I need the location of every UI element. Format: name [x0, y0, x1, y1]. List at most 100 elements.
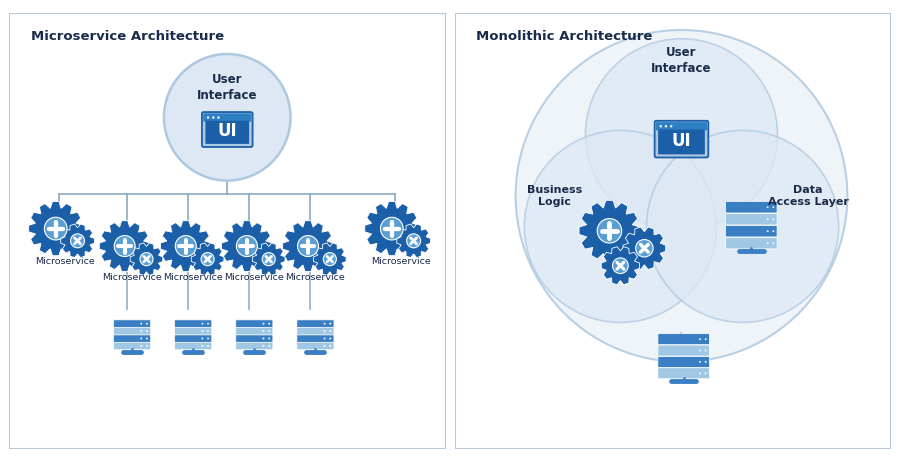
- Circle shape: [207, 330, 209, 332]
- FancyBboxPatch shape: [113, 327, 150, 335]
- Circle shape: [140, 338, 142, 340]
- Polygon shape: [29, 202, 83, 255]
- Circle shape: [207, 116, 210, 119]
- FancyBboxPatch shape: [658, 129, 705, 154]
- Circle shape: [324, 330, 326, 332]
- Text: User
Interface: User Interface: [652, 46, 712, 75]
- Circle shape: [44, 217, 68, 240]
- Text: User
Interface: User Interface: [197, 73, 257, 102]
- FancyBboxPatch shape: [175, 320, 211, 328]
- Text: UI: UI: [671, 132, 691, 150]
- FancyBboxPatch shape: [236, 342, 273, 350]
- FancyBboxPatch shape: [297, 335, 334, 342]
- Text: Microservice Architecture: Microservice Architecture: [31, 30, 224, 43]
- Circle shape: [164, 54, 291, 181]
- Text: Microservice: Microservice: [372, 257, 431, 266]
- Circle shape: [381, 217, 403, 240]
- Polygon shape: [252, 243, 285, 276]
- Circle shape: [146, 323, 148, 324]
- FancyBboxPatch shape: [658, 368, 709, 379]
- Circle shape: [268, 330, 270, 332]
- Circle shape: [202, 330, 203, 332]
- FancyBboxPatch shape: [658, 334, 709, 345]
- Circle shape: [268, 345, 270, 347]
- Text: UI: UI: [218, 122, 237, 140]
- Circle shape: [202, 323, 203, 324]
- Circle shape: [207, 345, 209, 347]
- Polygon shape: [221, 221, 273, 271]
- Polygon shape: [283, 221, 333, 271]
- Circle shape: [202, 338, 203, 340]
- FancyBboxPatch shape: [658, 345, 709, 356]
- Circle shape: [329, 338, 331, 340]
- FancyBboxPatch shape: [175, 342, 211, 350]
- Circle shape: [407, 234, 420, 248]
- Circle shape: [201, 253, 214, 266]
- Circle shape: [237, 236, 257, 256]
- FancyBboxPatch shape: [654, 121, 708, 158]
- FancyBboxPatch shape: [203, 113, 251, 122]
- FancyBboxPatch shape: [656, 122, 707, 130]
- Circle shape: [146, 330, 148, 332]
- FancyBboxPatch shape: [725, 238, 777, 249]
- FancyBboxPatch shape: [113, 342, 150, 350]
- Circle shape: [140, 330, 142, 332]
- Circle shape: [146, 345, 148, 347]
- FancyBboxPatch shape: [113, 335, 150, 342]
- Circle shape: [699, 361, 701, 363]
- Circle shape: [324, 338, 326, 340]
- Circle shape: [324, 345, 326, 347]
- Circle shape: [772, 242, 774, 244]
- FancyBboxPatch shape: [297, 327, 334, 335]
- Polygon shape: [160, 221, 212, 271]
- Circle shape: [207, 323, 209, 324]
- Polygon shape: [579, 200, 640, 261]
- Polygon shape: [99, 221, 150, 271]
- Text: Monolithic Architecture: Monolithic Architecture: [476, 30, 652, 43]
- Polygon shape: [60, 224, 94, 258]
- Circle shape: [516, 30, 848, 362]
- Circle shape: [772, 218, 774, 220]
- Circle shape: [772, 230, 774, 232]
- Circle shape: [699, 338, 701, 340]
- Text: Microservice: Microservice: [103, 273, 162, 282]
- Circle shape: [298, 236, 319, 256]
- FancyBboxPatch shape: [205, 121, 249, 144]
- Circle shape: [146, 338, 148, 340]
- Circle shape: [268, 338, 270, 340]
- Circle shape: [767, 218, 769, 220]
- Circle shape: [705, 350, 706, 351]
- Circle shape: [767, 242, 769, 244]
- Circle shape: [329, 330, 331, 332]
- Circle shape: [140, 323, 142, 324]
- Circle shape: [772, 206, 774, 208]
- Circle shape: [646, 130, 839, 323]
- FancyBboxPatch shape: [236, 335, 273, 342]
- Circle shape: [140, 345, 142, 347]
- Text: Microservice: Microservice: [285, 273, 346, 282]
- Text: Microservice: Microservice: [163, 273, 223, 282]
- Circle shape: [699, 372, 701, 374]
- Circle shape: [217, 116, 220, 119]
- Polygon shape: [623, 227, 666, 270]
- Text: Business
Logic: Business Logic: [527, 185, 582, 207]
- Circle shape: [323, 253, 337, 266]
- FancyBboxPatch shape: [658, 356, 709, 367]
- Circle shape: [705, 361, 706, 363]
- Circle shape: [329, 345, 331, 347]
- FancyBboxPatch shape: [297, 342, 334, 350]
- FancyBboxPatch shape: [236, 327, 273, 335]
- Circle shape: [329, 323, 331, 324]
- Circle shape: [263, 338, 265, 340]
- Circle shape: [140, 253, 153, 266]
- Circle shape: [114, 236, 135, 256]
- FancyBboxPatch shape: [725, 213, 777, 225]
- Circle shape: [635, 239, 653, 257]
- Circle shape: [670, 125, 672, 128]
- FancyBboxPatch shape: [297, 320, 334, 328]
- Circle shape: [176, 236, 196, 256]
- Polygon shape: [397, 224, 430, 258]
- Circle shape: [70, 234, 85, 248]
- Polygon shape: [192, 243, 224, 276]
- Circle shape: [263, 345, 265, 347]
